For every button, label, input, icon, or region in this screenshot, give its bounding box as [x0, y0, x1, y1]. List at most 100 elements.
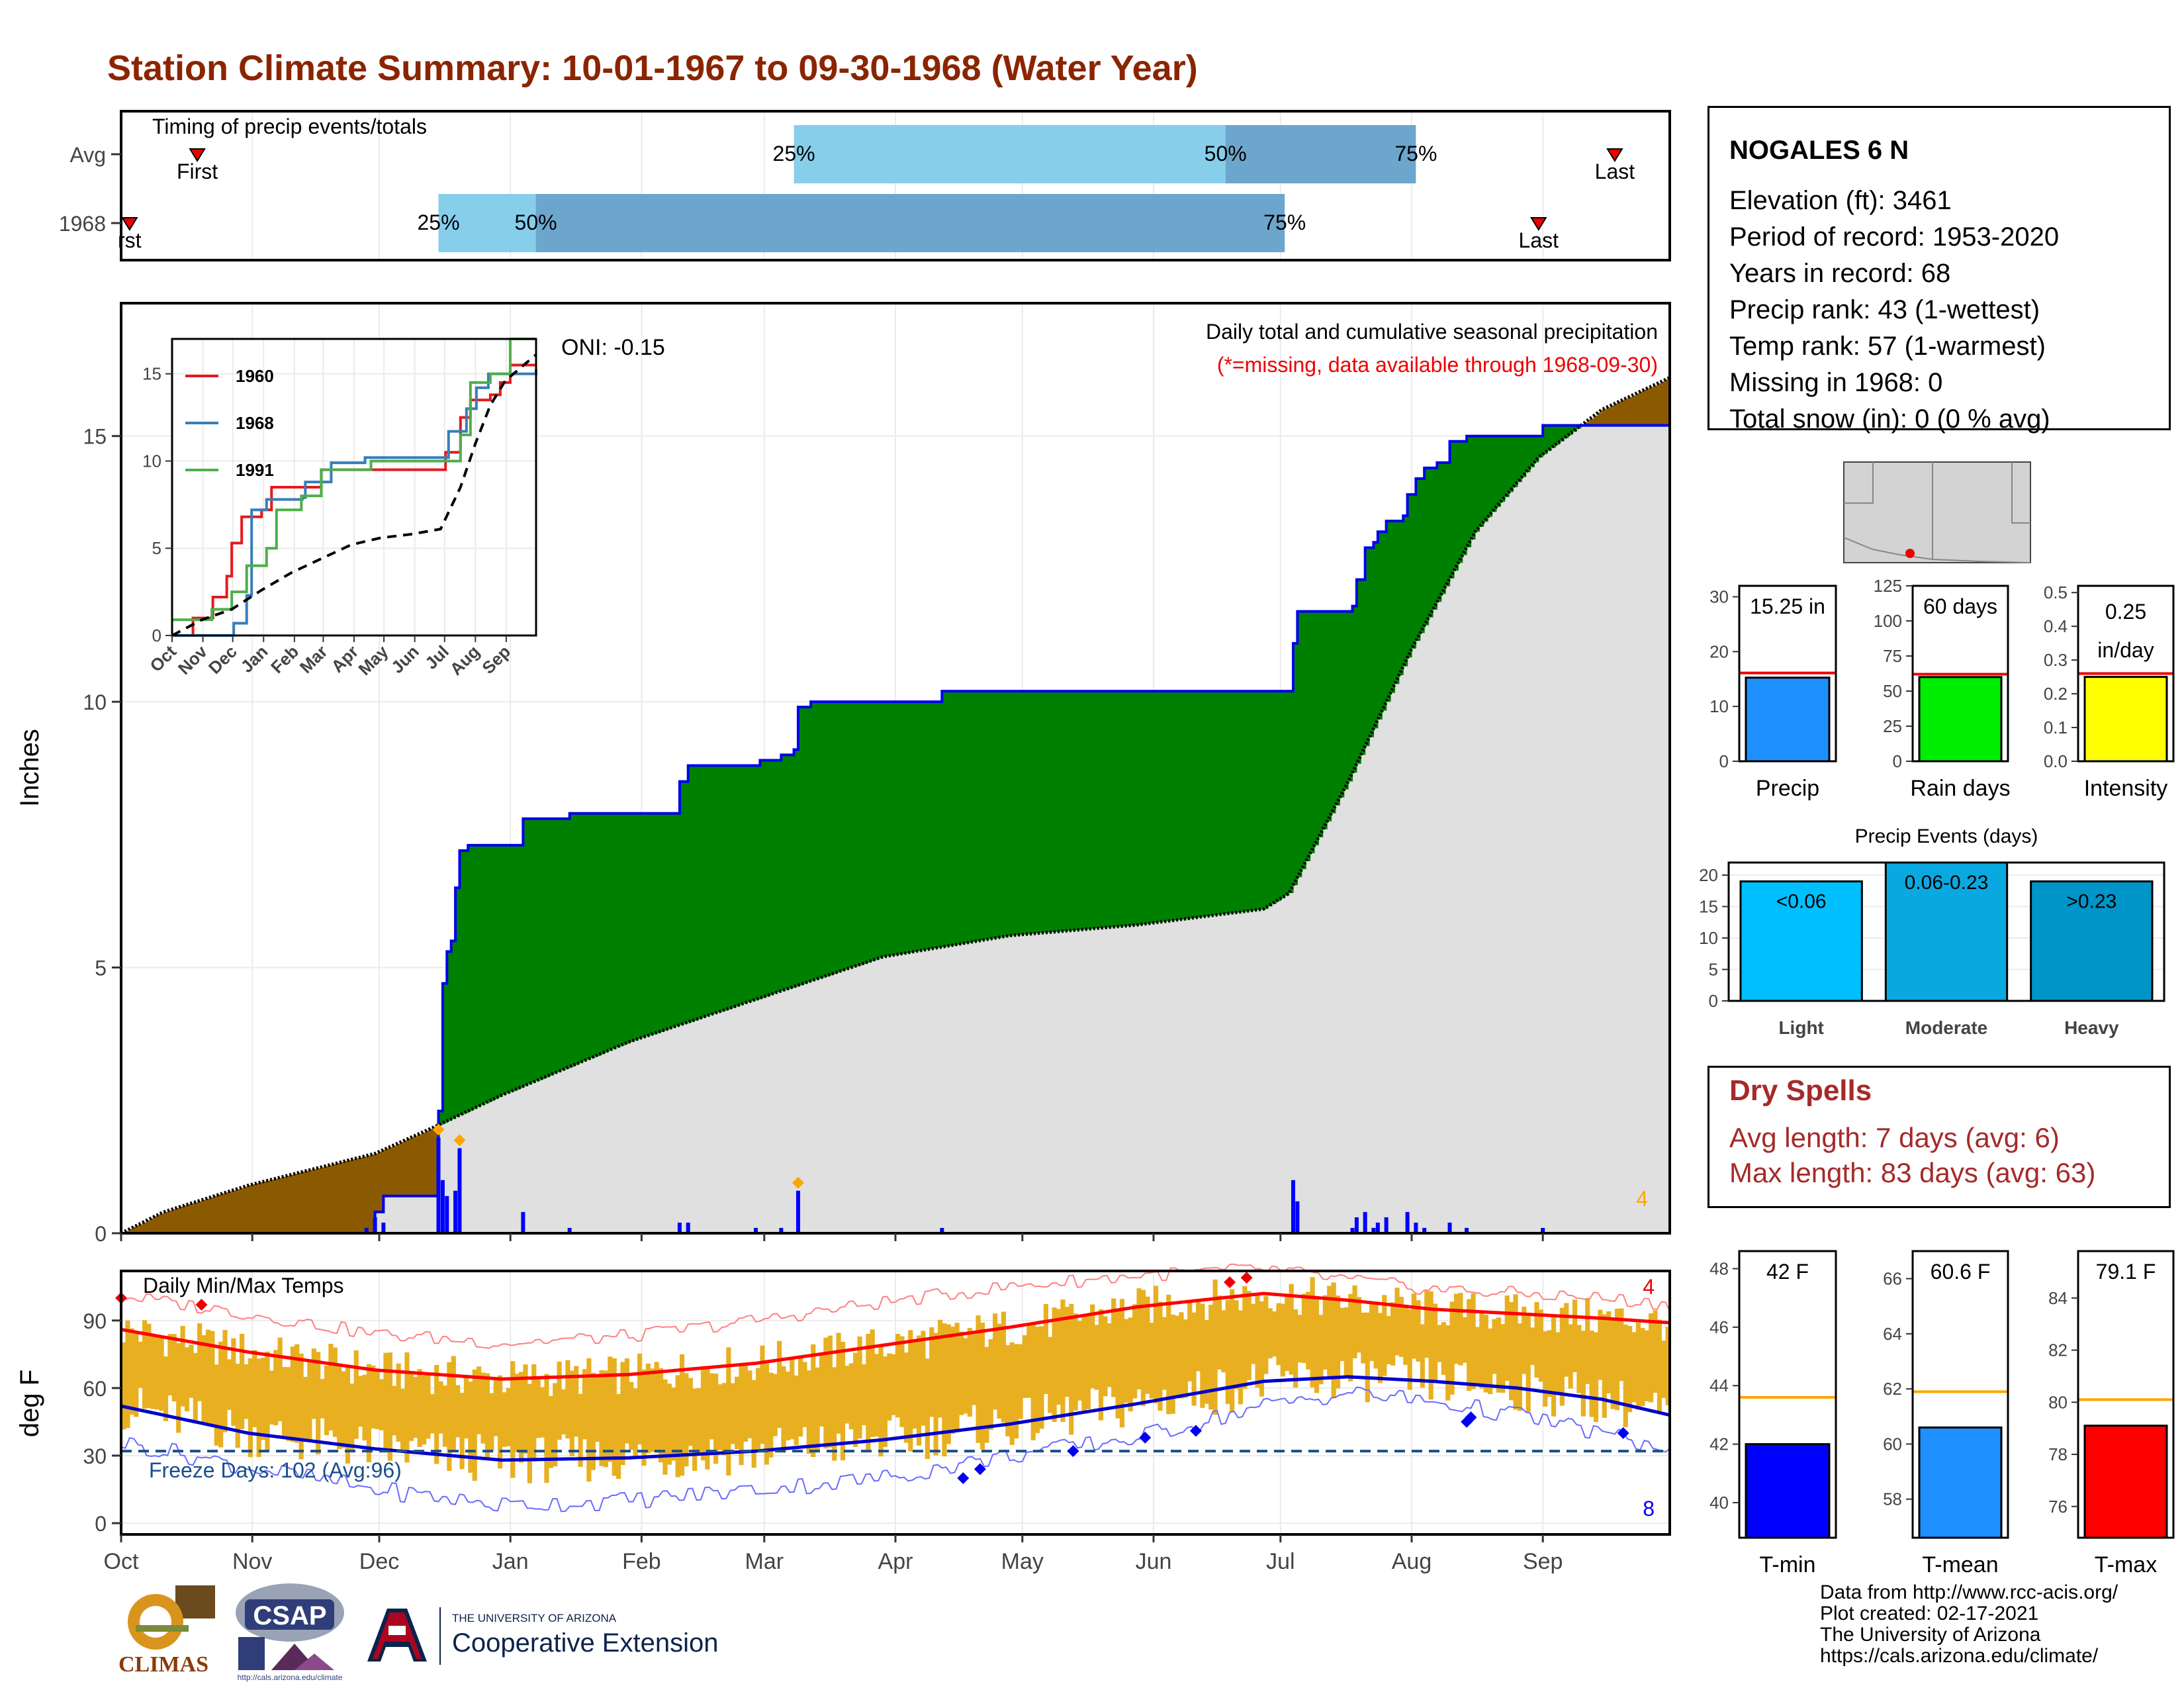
map-border-nm-tx	[2011, 462, 2030, 524]
temp-daily-range	[958, 1331, 964, 1415]
temp-daily-range	[1195, 1301, 1201, 1372]
precip-surplus-fill	[696, 765, 702, 1019]
temp-record-low-marker	[1067, 1445, 1079, 1458]
temp-daily-range	[218, 1341, 224, 1448]
precip-surplus-fill	[1183, 691, 1188, 919]
temp-ytick-label: 30	[83, 1444, 107, 1468]
temp-mean-frame	[2077, 1250, 2175, 1539]
temp-daily-range	[1369, 1304, 1375, 1362]
precip-surplus-fill	[633, 813, 638, 1041]
temp-daily-range	[574, 1366, 579, 1437]
temp-mean-ytick-label: 76	[2048, 1497, 2068, 1517]
precip-daily-bar	[754, 1227, 758, 1233]
temp-daily-range	[599, 1370, 604, 1466]
precip-deficit-fill	[387, 1147, 392, 1196]
temp-daily-range	[295, 1344, 300, 1443]
precip-deficit-fill	[404, 1140, 410, 1196]
temp-mean-panel-t-max: 79.1 F 76 78 80 82 84 T-max	[2048, 1250, 2175, 1577]
temp-daily-range	[713, 1374, 719, 1464]
temp-daily-range	[531, 1364, 537, 1462]
precip-ytick-label: 15	[83, 425, 107, 449]
temp-daily-range	[1623, 1324, 1628, 1427]
temp-daily-range	[1259, 1301, 1265, 1397]
precip-surplus-fill	[1212, 691, 1218, 915]
precip-surplus-fill	[1458, 441, 1463, 563]
precip-deficit-fill	[176, 1207, 181, 1233]
precip-surplus-fill	[1509, 436, 1514, 492]
temp-daily-range	[1056, 1309, 1062, 1405]
precip-surplus-fill	[586, 813, 592, 1060]
precip-deficit-fill	[180, 1206, 185, 1233]
precip-surplus-fill	[861, 702, 866, 964]
precip-surplus-fill	[502, 845, 507, 1096]
precip-surplus-fill	[1424, 467, 1430, 626]
timing-row-label: 1968	[59, 212, 106, 236]
precip-surplus-fill	[1191, 691, 1197, 918]
precip-surplus-fill	[993, 691, 998, 939]
precip-deficit-fill	[256, 1183, 261, 1233]
temp-daily-range	[768, 1372, 774, 1458]
temp-daily-range	[171, 1334, 177, 1402]
precip-surplus-fill	[1386, 521, 1391, 702]
temp-mean-ytick-label: 80	[2048, 1392, 2068, 1412]
temp-daily-range	[1467, 1299, 1472, 1391]
timing-last-marker	[1606, 148, 1623, 162]
precip-surplus-fill	[1094, 691, 1099, 929]
temp-freeze-label: Freeze Days: 102 (Avg:96)	[149, 1458, 402, 1482]
precip-deficit-fill	[1606, 407, 1612, 426]
precip-surplus-fill	[815, 702, 820, 980]
precip-surplus-fill	[1475, 436, 1480, 532]
temp-daily-range	[129, 1328, 134, 1415]
temp-daily-range	[362, 1374, 367, 1441]
events-bar-label: <0.06	[1776, 891, 1827, 913]
timing-bar-q25-q50	[438, 194, 536, 252]
precip-cumulative-line	[121, 422, 1671, 1235]
precip-surplus-fill	[1534, 436, 1539, 463]
temp-daily-range	[1030, 1322, 1036, 1440]
temp-daily-range	[790, 1357, 795, 1440]
precip-deficit-fill	[1623, 399, 1628, 426]
temp-daily-range	[1069, 1303, 1074, 1435]
temp-daily-range	[903, 1352, 909, 1443]
precip-surplus-fill	[984, 691, 989, 940]
precip-deficit-fill	[417, 1134, 422, 1196]
temp-daily-range	[1043, 1303, 1048, 1394]
precip-surplus-fill	[1306, 611, 1311, 861]
precip-surplus-fill	[599, 813, 604, 1055]
temp-daily-range	[1479, 1311, 1484, 1389]
temp-daily-range	[1649, 1313, 1654, 1403]
temp-daily-range	[1246, 1291, 1251, 1380]
total-panel-ytick-label: 75	[1883, 646, 1902, 666]
events-bar-label: 0.06-0.23	[1905, 872, 1989, 894]
temp-daily-range	[1619, 1308, 1624, 1382]
precip-deficit-fill	[248, 1185, 253, 1233]
temp-xtick-label: Oct	[104, 1549, 139, 1574]
precip-surplus-fill	[1230, 691, 1235, 914]
temp-daily-range	[1276, 1303, 1281, 1366]
precip-deficit-fill	[353, 1158, 359, 1233]
dry-spells-box: Dry Spells Avg length: 7 days (avg: 6) M…	[1707, 1066, 2171, 1208]
precip-surplus-fill	[866, 702, 871, 963]
temp-daily-range	[578, 1393, 583, 1467]
temp-daily-range	[781, 1366, 786, 1453]
temp-daily-range	[1216, 1295, 1222, 1370]
precip-deficit-fill	[349, 1160, 355, 1233]
temp-record-low-line	[120, 1386, 1670, 1513]
temp-daily-range	[827, 1335, 833, 1448]
precip-surplus-fill	[1551, 425, 1556, 448]
temp-daily-range	[1471, 1293, 1476, 1389]
precip-deficit-fill	[430, 1129, 435, 1196]
precip-deficit-fill	[150, 1218, 156, 1233]
precip-deficit-fill	[244, 1186, 249, 1233]
precip-surplus-fill	[756, 765, 761, 1000]
temp-daily-range	[1111, 1298, 1116, 1397]
precip-surplus-fill	[1471, 436, 1476, 540]
temp-daily-range	[654, 1362, 659, 1453]
precip-surplus-fill	[1064, 691, 1069, 931]
precip-surplus-fill	[1285, 691, 1290, 896]
temp-daily-range	[290, 1346, 295, 1442]
events-frame	[1727, 861, 2165, 1002]
temp-daily-range	[866, 1333, 871, 1450]
precip-surplus-fill	[899, 702, 905, 955]
